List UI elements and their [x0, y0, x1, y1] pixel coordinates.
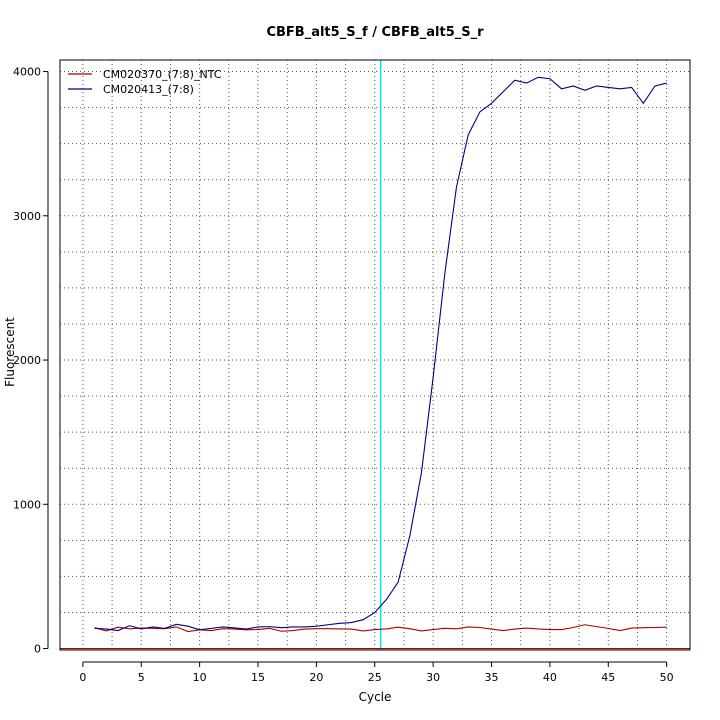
y-tick-label-1: 1000: [13, 498, 41, 511]
y-tick-label-3: 3000: [13, 210, 41, 223]
legend: CM020370_(7:8)_NTC CM020413_(7:8): [68, 68, 222, 96]
y-axis: 0 1000 2000 3000 4000: [13, 66, 49, 656]
series-lines: [94, 76, 667, 633]
x-tick-label-2: 10: [193, 671, 207, 684]
x-tick-label-9: 45: [601, 671, 615, 684]
legend-label-1: CM020413_(7:8): [103, 83, 194, 96]
x-tick-label-3: 15: [251, 671, 265, 684]
legend-label-0: CM020370_(7:8)_NTC: [103, 68, 222, 81]
x-tick-label-5: 25: [368, 671, 382, 684]
x-tick-label-0: 0: [79, 671, 86, 684]
series-line-1: [94, 76, 667, 632]
y-tick-label-2: 2000: [13, 354, 41, 367]
x-tick-label-4: 20: [309, 671, 323, 684]
series-line-0: [94, 624, 667, 633]
x-tick-label-6: 30: [426, 671, 440, 684]
plot-frame: [59, 59, 691, 651]
x-tick-label-1: 5: [138, 671, 145, 684]
chart-title: CBFB_alt5_S_f / CBFB_alt5_S_r: [266, 25, 484, 40]
x-axis-label: Cycle: [359, 690, 392, 704]
y-tick-label-4: 4000: [13, 66, 41, 79]
x-tick-label-7: 35: [485, 671, 499, 684]
x-axis: 0 5 10 15 20 25 30 35 40 45 50: [79, 661, 674, 684]
y-axis-label: Fluorescent: [3, 317, 17, 387]
grid: [60, 60, 690, 650]
x-tick-label-10: 50: [660, 671, 674, 684]
x-tick-label-8: 40: [543, 671, 557, 684]
y-tick-label-0: 0: [34, 643, 41, 656]
